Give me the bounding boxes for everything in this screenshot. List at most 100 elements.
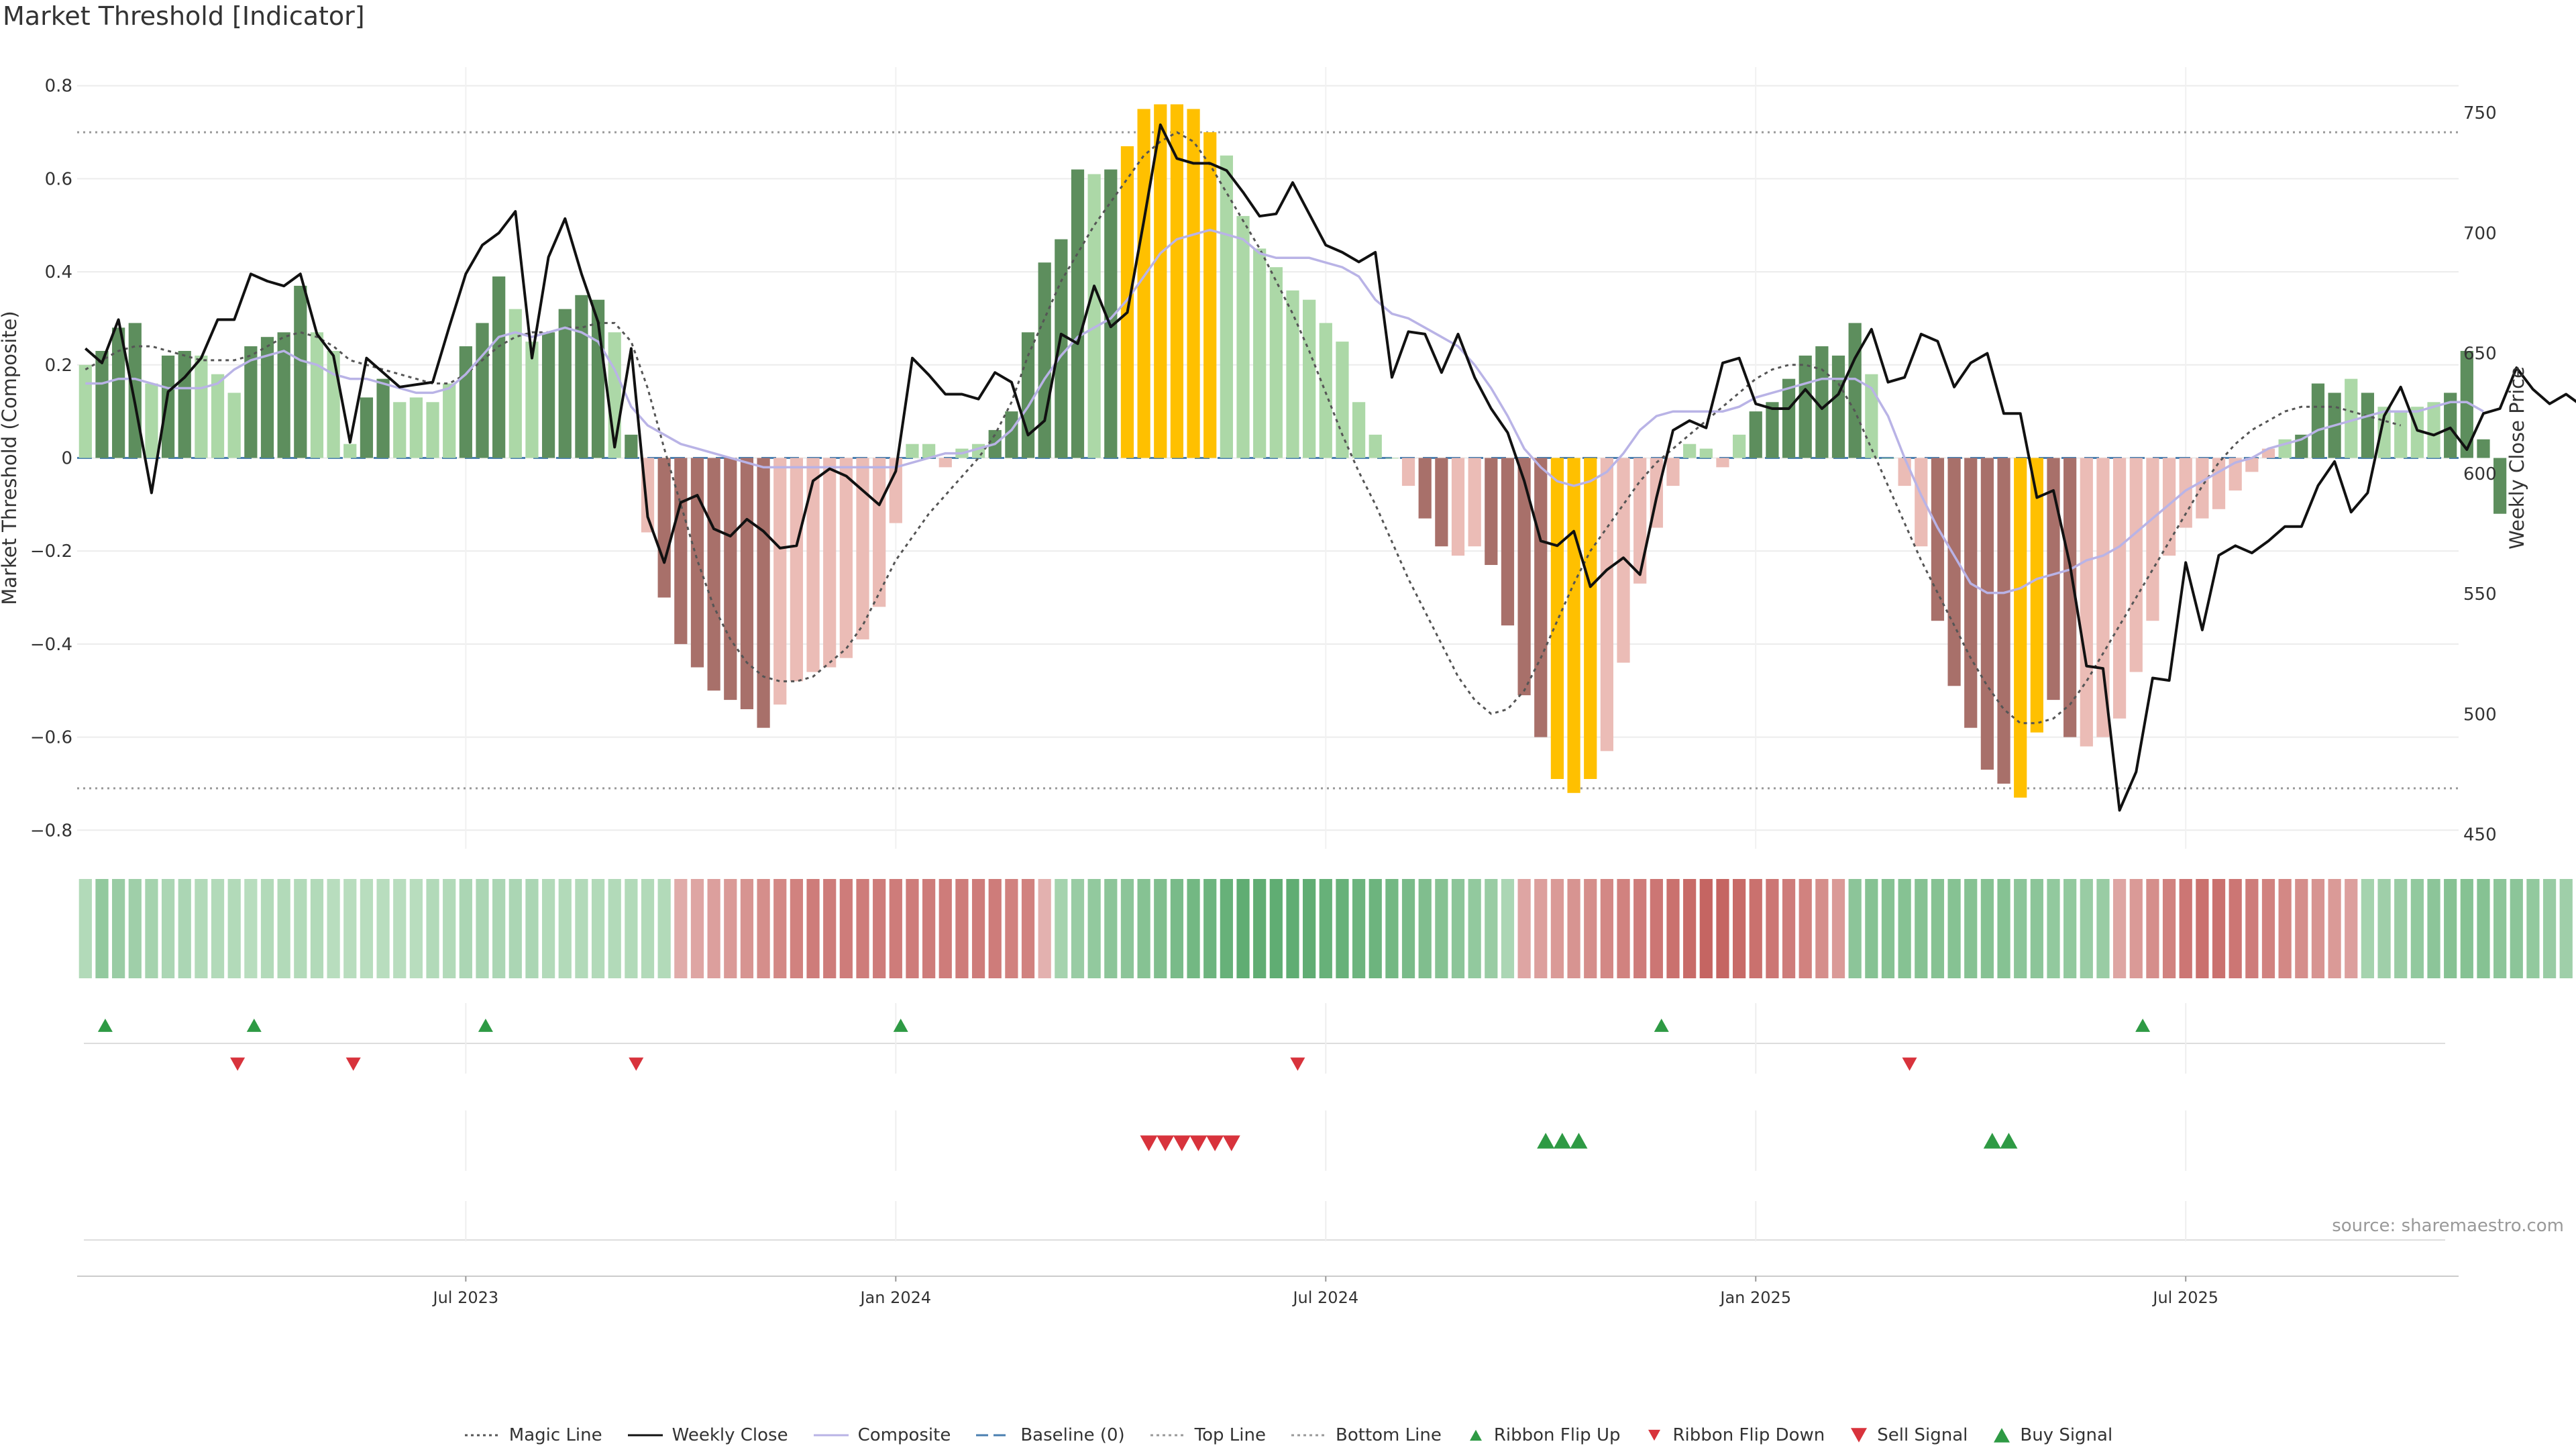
ribbon-cell: [2295, 879, 2308, 978]
ribbon-cell: [1881, 879, 1895, 978]
ribbon-cell: [1766, 879, 1779, 978]
composite-line: [85, 228, 2484, 594]
composite-bar: [195, 355, 208, 458]
x-tick-label: Jan 2025: [1719, 1288, 1791, 1307]
ribbon-cell: [1947, 879, 1961, 978]
ribbon-cell: [2460, 879, 2473, 978]
ribbon-cell: [1964, 879, 1978, 978]
ribbon-cell: [2063, 879, 2077, 978]
y-tick-label: −0.2: [30, 541, 72, 562]
composite-bar: [1931, 458, 1945, 621]
composite-bar: [492, 276, 506, 458]
x-axis: Jul 2023 Jan 2024 Jul 2024 Jan 2025 Jul 2025: [77, 1276, 2459, 1307]
ribbon-cell: [1220, 879, 1233, 978]
ribbon-flip-down-marker: [230, 1057, 246, 1071]
ribbon-cell: [1104, 879, 1118, 978]
composite-bar: [1435, 458, 1448, 547]
composite-bar: [922, 444, 936, 458]
composite-bar: [1831, 355, 1845, 458]
legend-marker: [1469, 1429, 1482, 1441]
composite-bar: [2047, 458, 2060, 701]
composite-bar: [1220, 155, 1233, 458]
ribbon-cell: [2196, 879, 2209, 978]
ribbon-flip-up-marker: [246, 1019, 262, 1032]
composite-bar: [1947, 458, 1961, 686]
ribbon-cell: [2146, 879, 2159, 978]
ribbon-cell: [2245, 879, 2259, 978]
ribbon-cell: [2559, 879, 2573, 978]
legend-marker: [1648, 1429, 1661, 1441]
legend-marker: [1994, 1428, 2010, 1443]
composite-bar: [1848, 323, 1862, 458]
ribbon-cell: [541, 879, 555, 978]
composite-bar: [1187, 109, 1200, 458]
ribbon-cell: [1187, 879, 1200, 978]
legend-swatch: [1469, 1429, 1482, 1441]
x-tick-label: Jul 2024: [1291, 1288, 1358, 1307]
legend-label: Magic Line: [508, 1425, 602, 1445]
composite-bar: [1815, 346, 1829, 458]
ribbon-cell: [1170, 879, 1184, 978]
composite-bar: [1584, 458, 1597, 779]
buy-signal-marker: [2000, 1133, 2018, 1149]
ribbon-cell: [2096, 879, 2110, 978]
ribbon-cell: [2328, 879, 2341, 978]
legend-label: Sell Signal: [1877, 1425, 1968, 1445]
x-tick-label: Jan 2024: [859, 1288, 931, 1307]
composite-bar: [178, 351, 191, 458]
ribbon-cell: [1087, 879, 1101, 978]
composite-bar: [1699, 448, 1713, 458]
ribbon-cell: [2030, 879, 2043, 978]
composite-bar: [277, 332, 290, 458]
ribbon-cell: [1468, 879, 1481, 978]
ribbon-cell: [376, 879, 390, 978]
ribbon-cell: [1501, 879, 1515, 978]
legend-swatch: [813, 1434, 849, 1437]
ribbon-cell: [426, 879, 439, 978]
ribbon-flip-down-marker: [1290, 1057, 1305, 1071]
ribbon-cell: [476, 879, 489, 978]
ribbon-cell: [1980, 879, 1994, 978]
ribbon-cell: [1831, 879, 1845, 978]
composite-bar: [625, 434, 638, 458]
ribbon-cell: [1319, 879, 1332, 978]
ribbon-cell: [1385, 879, 1399, 978]
composite-bar: [2096, 458, 2110, 737]
ribbon-cell: [1550, 879, 1564, 978]
sell-signal-marker: [1173, 1135, 1191, 1151]
composite-bar: [1401, 458, 1415, 486]
ribbon-cell: [608, 879, 621, 978]
ribbon-cell: [2410, 879, 2424, 978]
ribbon-cell: [2493, 879, 2507, 978]
ribbon-flip-up-marker: [97, 1019, 113, 1032]
y-tick-label: 0.4: [45, 262, 72, 282]
ribbon-cell: [873, 879, 886, 978]
ribbon-cell: [360, 879, 374, 978]
legend-label: Baseline (0): [1020, 1425, 1125, 1445]
ribbon-cell: [2129, 879, 2143, 978]
legend-swatch: [976, 1434, 1012, 1437]
ribbon-cell: [343, 879, 357, 978]
ribbon-flip-up-marker: [478, 1019, 493, 1032]
ribbon-cell: [277, 879, 290, 978]
y2-tick-label: 750: [2463, 103, 2497, 123]
ribbon-cell: [1418, 879, 1432, 978]
sell-signal-marker: [1140, 1135, 1158, 1151]
ribbon-cell: [2542, 879, 2557, 978]
ribbon-cell: [1716, 879, 1729, 978]
composite-bar: [2080, 458, 2093, 747]
composite-bar: [294, 285, 307, 458]
composite-bar: [1782, 378, 1796, 458]
composite-bar: [2444, 393, 2457, 458]
composite-bar: [1716, 458, 1729, 468]
ribbon-cell: [1650, 879, 1663, 978]
ribbon-cell: [1799, 879, 1812, 978]
composite-bar: [1501, 458, 1515, 626]
composite-bar: [1964, 458, 1978, 728]
ribbon-cell: [1368, 879, 1382, 978]
composite-bar: [773, 458, 787, 705]
legend-item: Bottom Line: [1290, 1425, 1442, 1445]
y-tick-label: −0.8: [30, 821, 72, 841]
ribbon-cell: [674, 879, 688, 978]
y-tick-label: 0: [61, 449, 72, 469]
